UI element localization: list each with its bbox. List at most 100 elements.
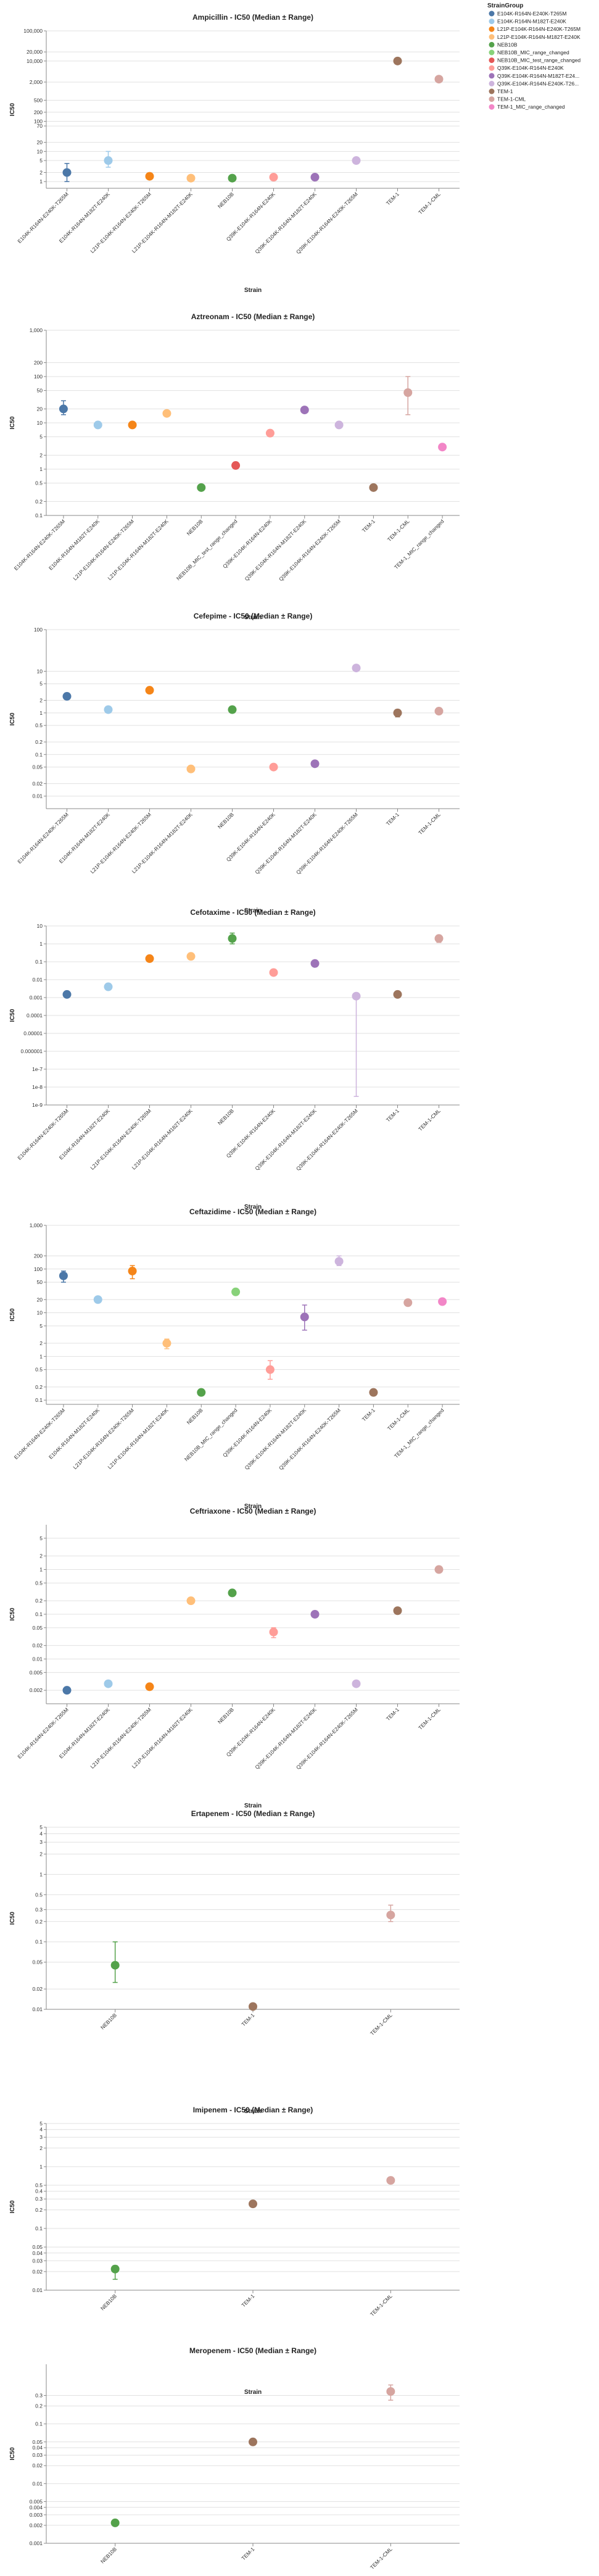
legend-swatch	[489, 34, 495, 40]
y-tick-label: 0.1	[35, 959, 43, 965]
y-tick-label: 200	[34, 109, 43, 115]
x-axis-label: Strain	[244, 1803, 262, 1809]
y-tick-label: 50	[37, 388, 43, 394]
legend-title: StrainGroup	[487, 2, 523, 9]
data-point	[310, 1610, 320, 1619]
y-tick-label: 100	[34, 1266, 43, 1272]
data-point	[145, 172, 154, 181]
x-tick-label: TEM-1-CML	[386, 1407, 411, 1432]
data-point	[386, 2387, 395, 2396]
data-point	[62, 990, 72, 999]
data-point	[352, 156, 361, 165]
y-tick-label: 2	[39, 1553, 43, 1559]
chart-panel: Ceftazidime - IC50 (Median ± Range) 0.1 0.…	[9, 1207, 460, 1510]
y-tick-label: 10	[37, 923, 43, 929]
x-tick-label: TEM-1-CML	[369, 2546, 394, 2570]
y-axis-label: IC50	[9, 416, 16, 430]
data-point	[197, 483, 206, 492]
chart-title: Ceftriaxone - IC50 (Median ± Range)	[190, 1507, 316, 1515]
y-tick-label: 2	[39, 2145, 43, 2151]
y-tick-label: 5	[39, 157, 43, 164]
data-point	[393, 1606, 402, 1615]
chart-panel: Ampicillin - IC50 (Median ± Range) 1 2 5 10 2…	[9, 13, 460, 294]
x-axis-label: Strain	[244, 1204, 262, 1211]
y-tick-label: 5	[39, 1535, 43, 1541]
y-tick-label: 1	[39, 1567, 43, 1573]
x-tick-label: TEM-1-CML	[386, 518, 411, 543]
x-tick-label: TEM-1	[385, 191, 400, 206]
y-axis-label: IC50	[9, 2447, 16, 2461]
x-tick-label: Q39K-E104K-R164N-E240K	[225, 1706, 276, 1757]
y-tick-label: 10,000	[27, 58, 43, 64]
x-tick-label: TEM-1	[240, 2293, 255, 2308]
y-tick-label: 0.005	[30, 1669, 43, 1675]
y-tick-label: 1e-7	[32, 1066, 43, 1072]
chart-title: Cefotaxime - IC50 (Median ± Range)	[190, 908, 315, 917]
x-tick-label: Q39K-E104K-R164N-E240K	[225, 811, 276, 862]
legend-label: NEB10B_MIC_range_changed	[497, 49, 569, 56]
y-tick-label: 0.5	[35, 1367, 43, 1373]
data-point	[162, 1339, 171, 1348]
y-tick-label: 100	[34, 118, 43, 124]
data-point	[438, 443, 447, 452]
y-tick-label: 0.2	[35, 739, 43, 745]
y-tick-label: 20	[37, 406, 43, 412]
legend-swatch	[489, 19, 495, 25]
data-point	[62, 168, 72, 177]
x-axis-label: Strain	[244, 2108, 262, 2115]
chart-title: Cefepime - IC50 (Median ± Range)	[194, 612, 313, 620]
x-tick-label: TEM-1-CML	[417, 1107, 442, 1132]
data-point	[228, 934, 237, 943]
y-tick-label: 0.5	[35, 1580, 43, 1586]
y-tick-label: 0.005	[30, 2498, 43, 2504]
data-point	[104, 982, 113, 991]
data-point	[310, 959, 320, 968]
y-tick-label: 1	[39, 178, 43, 185]
legend: StrainGroup E104K-R164N-E240K-T265M E104K…	[487, 2, 580, 110]
legend-label: TEM-1_MIC_range_changed	[497, 104, 565, 110]
y-tick-label: 1	[39, 466, 43, 472]
y-tick-label: 0.003	[30, 2512, 43, 2518]
y-tick-label: 0.05	[32, 2439, 43, 2445]
y-tick-label: 0.01	[32, 793, 43, 799]
x-tick-label: NEB10B	[217, 191, 235, 209]
data-point	[62, 1686, 72, 1695]
y-tick-label: 5	[39, 2120, 43, 2127]
y-tick-label: 0.001	[30, 994, 43, 1001]
y-tick-label: 0.5	[35, 1891, 43, 1898]
data-point	[334, 420, 344, 430]
legend-label: E104K-R164N-E240K-T265M	[497, 10, 566, 17]
data-point	[128, 420, 137, 430]
y-tick-label: 10	[37, 1310, 43, 1316]
data-point	[249, 2002, 257, 2011]
legend-swatch	[489, 80, 495, 86]
y-tick-label: 1,000	[30, 327, 43, 333]
data-point	[269, 1627, 278, 1636]
y-tick-label: 100	[34, 373, 43, 380]
legend-swatch	[489, 10, 495, 17]
y-tick-label: 1	[39, 941, 43, 947]
legend-label: TEM-1	[497, 88, 513, 94]
y-tick-label: 10	[37, 420, 43, 426]
x-axis-label: Strain	[244, 2389, 262, 2396]
data-point	[128, 1267, 137, 1276]
y-tick-label: 0.02	[32, 2462, 43, 2469]
x-axis-label: Strain	[244, 614, 262, 621]
y-tick-label: 1e-8	[32, 1084, 43, 1090]
x-tick-label: TEM-1	[361, 518, 376, 533]
chart-panel: Cefotaxime - IC50 (Median ± Range) 1e-9 1e…	[9, 908, 460, 1211]
data-point	[231, 1287, 241, 1296]
x-tick-label: L21P-E104K-R164N-E240K-T265M	[72, 1407, 135, 1470]
y-tick-label: 20,000	[27, 49, 43, 55]
y-tick-label: 0.3	[35, 1907, 43, 1913]
data-point	[62, 692, 72, 701]
x-tick-label: NEB10B_MIC_test_range_changed	[175, 518, 239, 581]
data-point	[186, 173, 196, 183]
data-point	[59, 404, 68, 414]
chart-title: Ceftazidime - IC50 (Median ± Range)	[189, 1207, 316, 1216]
legend-label: NEB10B	[497, 41, 518, 48]
legend-swatch	[489, 26, 495, 32]
legend-swatch	[489, 96, 495, 102]
y-tick-label: 5	[39, 434, 43, 440]
